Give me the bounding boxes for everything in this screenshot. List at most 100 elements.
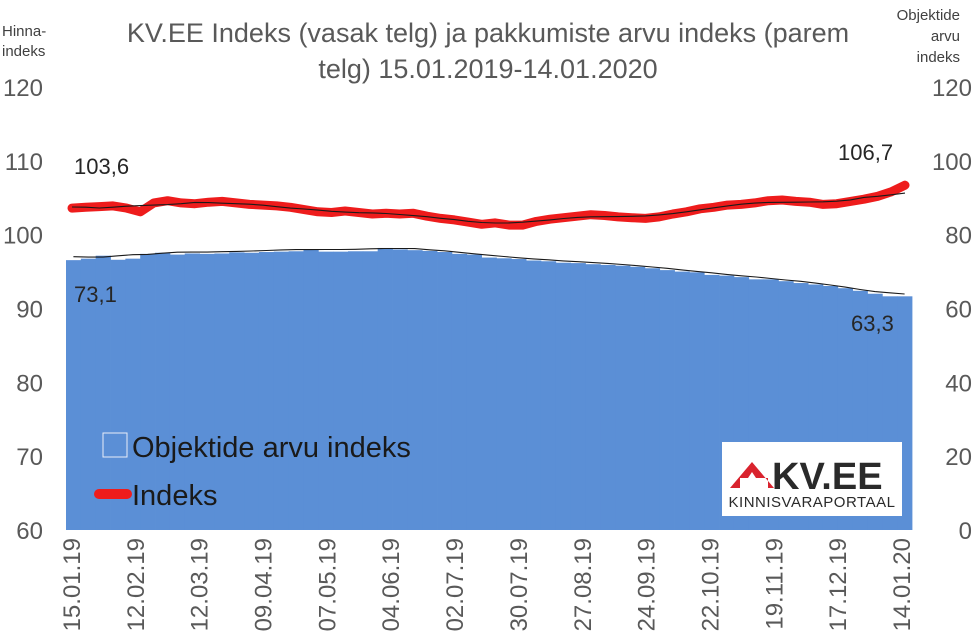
right-tick-label: 100 bbox=[932, 149, 972, 176]
bar bbox=[318, 251, 334, 530]
annotation-bars-end: 63,3 bbox=[851, 311, 894, 336]
x-tick-label: 14.01.20 bbox=[889, 538, 916, 631]
right-axis-label: Objektide arvu indeks bbox=[897, 7, 960, 66]
x-tick-label: 07.05.19 bbox=[314, 538, 341, 631]
bar bbox=[95, 255, 111, 530]
chart-title-line: KV.EE Indeks (vasak telg) ja pakkumiste … bbox=[127, 18, 849, 48]
x-axis-ticks: 15.01.19 12.02.19 12.03.19 09.04.19 07.05.19… bbox=[59, 538, 916, 631]
bar bbox=[630, 266, 646, 530]
bar bbox=[511, 259, 527, 530]
x-tick-label: 30.07.19 bbox=[506, 538, 533, 631]
bar bbox=[481, 257, 497, 530]
legend-bar-label: Objektide arvu indeks bbox=[132, 432, 411, 464]
bar bbox=[496, 258, 512, 530]
bar bbox=[288, 251, 304, 530]
logo-background bbox=[722, 442, 902, 516]
bar bbox=[526, 260, 542, 530]
bar bbox=[540, 261, 557, 530]
bar bbox=[244, 252, 260, 530]
right-axis-label-line: indeks bbox=[917, 49, 960, 66]
left-tick-label: 70 bbox=[16, 444, 43, 471]
right-tick-label: 80 bbox=[945, 223, 972, 250]
bar bbox=[689, 272, 705, 530]
bar bbox=[437, 252, 453, 530]
left-tick-label: 110 bbox=[5, 149, 43, 176]
right-tick-label: 60 bbox=[945, 297, 972, 324]
annotation-bars-start: 73,1 bbox=[74, 282, 117, 307]
right-tick-label: 0 bbox=[959, 518, 972, 545]
x-tick-label: 27.08.19 bbox=[570, 538, 597, 631]
bar bbox=[392, 249, 408, 530]
logo-subtext: KINNISVARAPORTAAL bbox=[729, 494, 896, 511]
bar bbox=[407, 250, 423, 531]
bar bbox=[659, 270, 675, 530]
bar bbox=[229, 252, 245, 530]
chart-title: KV.EE Indeks (vasak telg) ja pakkumiste … bbox=[127, 18, 849, 84]
bar bbox=[422, 250, 438, 530]
left-tick-label: 90 bbox=[16, 297, 43, 324]
x-tick-label: 22.10.19 bbox=[698, 538, 725, 631]
left-tick-label: 80 bbox=[16, 370, 43, 397]
bar bbox=[333, 251, 349, 530]
right-tick-label: 20 bbox=[945, 444, 972, 471]
left-axis-label-line: Hinna- bbox=[2, 23, 46, 40]
left-axis-ticks: 60 70 80 90 100 110 120 bbox=[3, 75, 43, 545]
x-tick-label: 02.07.19 bbox=[442, 538, 469, 631]
x-tick-label: 04.06.19 bbox=[378, 538, 405, 631]
legend-line-label: Indeks bbox=[132, 480, 217, 512]
bar bbox=[214, 253, 230, 531]
bar-trend-polyline bbox=[73, 247, 905, 295]
left-axis-label-line: indeks bbox=[2, 43, 45, 60]
bar bbox=[184, 253, 200, 531]
x-tick-label: 15.01.19 bbox=[59, 538, 86, 631]
bar bbox=[362, 251, 379, 530]
bar bbox=[155, 252, 171, 530]
left-tick-label: 120 bbox=[3, 75, 43, 102]
bar bbox=[80, 258, 97, 530]
bar bbox=[451, 253, 468, 531]
bar bbox=[615, 265, 631, 530]
left-tick-label: 60 bbox=[16, 518, 43, 545]
index-polyline bbox=[67, 180, 910, 230]
bar bbox=[66, 260, 82, 530]
bar-series-objektide-arvu-indeks bbox=[66, 247, 913, 531]
bar bbox=[570, 263, 586, 530]
data-annotations: 103,6 106,7 73,1 63,3 bbox=[74, 140, 894, 336]
x-tick-label: 12.02.19 bbox=[123, 538, 150, 631]
bar bbox=[585, 264, 601, 530]
right-tick-label: 40 bbox=[945, 370, 972, 397]
bar bbox=[199, 253, 215, 531]
house-door-icon bbox=[750, 480, 762, 488]
bar bbox=[644, 268, 661, 530]
right-axis-ticks: 0 20 40 60 80 100 120 bbox=[932, 75, 972, 545]
x-tick-label: 17.12.19 bbox=[825, 538, 852, 631]
bar bbox=[348, 251, 364, 530]
legend: Objektide arvu indeks Indeks bbox=[94, 432, 411, 512]
left-tick-label: 100 bbox=[3, 223, 43, 250]
bar bbox=[258, 252, 275, 530]
bar bbox=[303, 249, 319, 530]
bar bbox=[273, 251, 290, 530]
bar bbox=[110, 259, 126, 530]
legend-bar-swatch bbox=[102, 432, 128, 458]
x-tick-label: 12.03.19 bbox=[187, 538, 214, 631]
bar-trend-line bbox=[73, 247, 905, 295]
line-series-indeks bbox=[67, 180, 910, 230]
right-tick-label: 120 bbox=[932, 75, 972, 102]
bar bbox=[466, 254, 482, 530]
bar bbox=[377, 247, 393, 530]
house-icon bbox=[730, 462, 774, 488]
bar bbox=[555, 262, 572, 530]
left-axis-label: Hinna-indeks bbox=[2, 23, 46, 60]
right-axis-label-line: arvu bbox=[931, 28, 960, 45]
bar bbox=[125, 258, 141, 530]
bar bbox=[600, 264, 616, 530]
annotation-line-start: 103,6 bbox=[74, 154, 129, 179]
right-axis-label-line: Objektide bbox=[897, 7, 960, 24]
bar bbox=[140, 253, 156, 531]
bar bbox=[704, 274, 720, 530]
index-trend-polyline bbox=[71, 192, 906, 224]
x-tick-label: 19.11.19 bbox=[761, 538, 788, 630]
